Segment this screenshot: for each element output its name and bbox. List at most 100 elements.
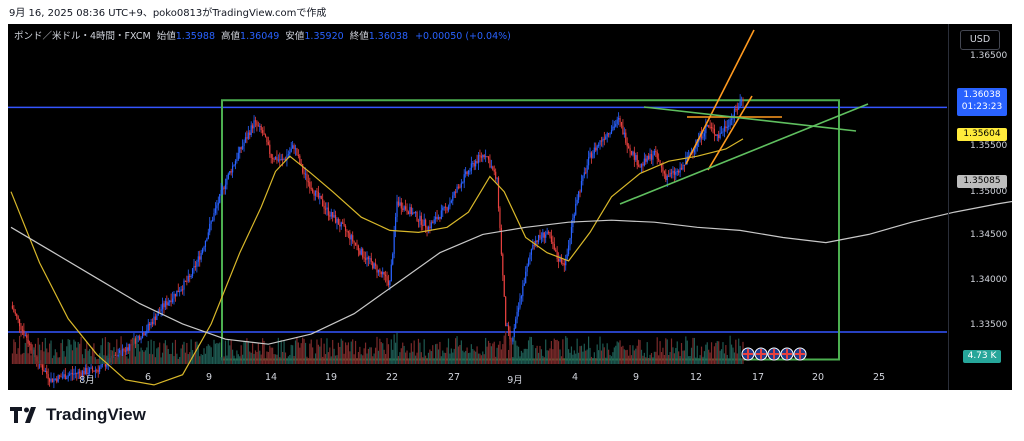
candle-body: [333, 215, 335, 218]
candle-body: [339, 224, 341, 227]
candle-body: [86, 367, 88, 375]
candle-body: [259, 125, 261, 127]
candle-body: [483, 155, 485, 158]
candle-body: [393, 230, 395, 254]
volume-bar: [656, 337, 658, 364]
candle-body: [220, 189, 222, 194]
volume-bar: [447, 338, 450, 364]
candle-body: [287, 154, 289, 156]
candle-body: [299, 155, 301, 164]
volume-bar: [262, 338, 264, 364]
candle-body: [656, 152, 658, 159]
volume-bar: [87, 350, 89, 364]
volume-bar: [440, 356, 442, 364]
candle-body: [462, 182, 464, 184]
volume-bar: [403, 345, 405, 364]
volume-bar: [53, 355, 55, 364]
volume-bar: [50, 340, 52, 364]
volume-bar: [106, 355, 108, 364]
volume-bar: [465, 350, 467, 364]
candle-body: [646, 155, 648, 162]
candle-body: [453, 191, 455, 196]
candle-body: [123, 348, 125, 351]
range-box: [221, 99, 840, 361]
volume-bar: [247, 340, 249, 364]
candle-body: [137, 336, 139, 338]
candle-body: [479, 155, 481, 157]
volume-bar: [433, 358, 435, 364]
volume-bar: [556, 339, 558, 364]
volume-bar: [499, 341, 501, 364]
volume-bar: [553, 338, 555, 364]
volume-bar: [605, 357, 607, 364]
volume-bar: [482, 351, 484, 364]
candle-body: [650, 154, 653, 160]
candle-body: [487, 156, 490, 160]
candle-body: [495, 171, 497, 179]
candle-body: [53, 378, 55, 383]
candle-body: [51, 378, 54, 383]
candle-body: [482, 155, 484, 158]
volume-bar: [404, 352, 407, 364]
candle-body: [322, 199, 324, 207]
candle-body: [282, 158, 284, 160]
candle-body: [320, 195, 322, 200]
volume-bar: [327, 352, 329, 364]
volume-bar: [260, 354, 262, 364]
candle-body: [547, 231, 550, 233]
volume-bar: [702, 356, 704, 364]
candle-body: [379, 269, 381, 272]
candle-body: [154, 316, 156, 321]
candle-body: [302, 164, 304, 173]
candle-body: [567, 245, 570, 255]
currency-button[interactable]: USD: [960, 30, 1000, 50]
open-label: 始値: [156, 31, 176, 42]
orange-trendline: [685, 29, 755, 165]
volume-bar: [293, 355, 295, 364]
volume-bar: [343, 353, 345, 364]
volume-bar: [415, 355, 417, 364]
candle-body: [223, 187, 225, 189]
volume-bar: [570, 346, 573, 364]
candle-body: [415, 212, 417, 214]
candle-body: [139, 336, 141, 340]
candle-body: [224, 184, 227, 189]
volume-bar: [540, 349, 543, 364]
volume-bar: [479, 353, 481, 364]
green-trendline: [619, 103, 869, 205]
volume-bar: [652, 357, 654, 364]
candle-body: [739, 101, 741, 107]
volume-bar: [636, 345, 638, 364]
volume-bar: [709, 352, 711, 364]
candle-body: [319, 195, 321, 198]
volume-bar: [116, 339, 118, 364]
candle-body: [156, 315, 158, 321]
volume-bar: [46, 348, 48, 364]
candle-body: [465, 171, 467, 175]
volume-bar: [430, 351, 432, 364]
candle-body: [94, 370, 96, 372]
volume-bar: [21, 353, 24, 364]
candle-body: [519, 298, 521, 308]
candle-body: [716, 134, 718, 136]
volume-bar: [436, 343, 438, 364]
candle-body: [293, 145, 295, 149]
volume-bar: [207, 344, 209, 364]
volume-bar: [390, 339, 392, 364]
candle-body: [542, 232, 544, 238]
chart-panel[interactable]: ポンド／米ドル・4時間・FXCM 始値1.35988 高値1.36049 安値1…: [8, 24, 1012, 390]
volume-bar: [587, 336, 590, 364]
price-plot[interactable]: [8, 24, 1012, 390]
candle-body: [683, 164, 685, 166]
volume-bar: [289, 354, 291, 364]
volume-bar: [529, 336, 531, 364]
candle-body: [543, 232, 545, 238]
candle-body: [705, 125, 707, 134]
candle-body: [227, 173, 229, 179]
candle-body: [719, 132, 721, 139]
volume-bar: [256, 351, 258, 364]
candle-body: [422, 224, 424, 226]
candle-body: [329, 215, 331, 217]
candle-body: [573, 214, 575, 219]
candle-body: [533, 244, 535, 246]
